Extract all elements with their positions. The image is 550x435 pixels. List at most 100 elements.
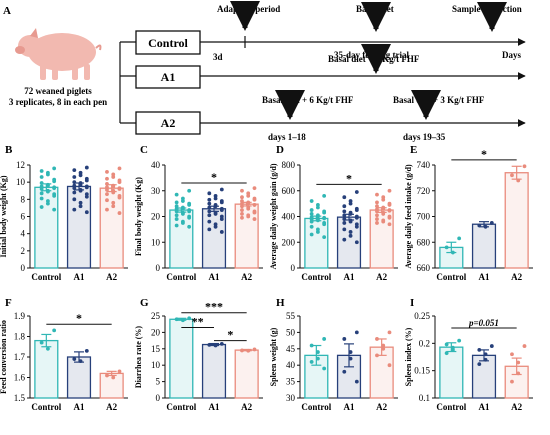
y-tick-label: 1.7 <box>14 352 26 362</box>
data-point-a2 <box>111 375 116 380</box>
data-point-a2 <box>105 192 109 197</box>
x-tick-label: A1 <box>344 402 355 412</box>
data-point-control <box>174 200 179 205</box>
data-point-control <box>315 218 320 223</box>
data-point-control <box>315 356 320 361</box>
data-point-a2 <box>375 217 379 221</box>
data-point-control <box>315 350 320 354</box>
y-tick-label: 680 <box>417 237 431 247</box>
data-point-a1 <box>207 205 212 210</box>
data-point-a2 <box>111 204 116 209</box>
sample-collection-label: Sample Collection <box>452 4 522 14</box>
panel-label-h: H <box>276 297 285 309</box>
data-point-control <box>39 169 44 173</box>
a2-diet2-label: Basal diet + 3 Kg/t FHF <box>393 95 485 105</box>
x-tick-label: A2 <box>511 272 522 282</box>
significance-label: * <box>211 170 217 184</box>
y-tick-label: 2 <box>21 246 26 256</box>
data-point-a2 <box>375 192 379 197</box>
data-point-a2 <box>375 221 379 225</box>
y-tick-label: 30 <box>286 393 296 403</box>
significance-label: * <box>346 171 352 185</box>
data-point-a1 <box>213 204 218 209</box>
y-axis-label: Spleen index (%) <box>404 327 413 386</box>
data-point-a2 <box>111 184 116 189</box>
y-tick-label: 600 <box>282 186 296 196</box>
significance-label: * <box>481 147 487 161</box>
data-point-a1 <box>342 204 347 209</box>
piglets-replicates: 3 replicates, 8 in each pen <box>9 97 107 107</box>
data-point-control <box>174 223 179 228</box>
data-point-a1 <box>72 175 77 179</box>
y-axis-label: Feed conversion ratio <box>0 320 8 394</box>
data-point-control <box>322 366 327 371</box>
y-tick-label: 720 <box>417 186 431 196</box>
data-point-a1 <box>348 233 353 238</box>
panel-label-f: F <box>5 297 12 309</box>
data-point-a1 <box>213 212 218 216</box>
data-point-a2 <box>240 204 244 209</box>
x-tick-label: A2 <box>376 272 387 282</box>
data-point-a2 <box>375 213 379 218</box>
y-tick-label: 1.8 <box>14 332 26 342</box>
data-point-a2 <box>117 187 122 191</box>
data-point-control <box>180 199 185 203</box>
y-tick-label: 1.6 <box>14 373 26 383</box>
data-point-a1 <box>72 190 77 195</box>
significance-label: *** <box>205 300 223 314</box>
data-point-a1 <box>219 230 224 234</box>
y-tick-label: 10 <box>151 237 161 247</box>
data-point-a2 <box>240 212 244 216</box>
data-point-a2 <box>516 371 521 376</box>
data-point-a1 <box>348 230 353 234</box>
significance-label: * <box>76 311 82 325</box>
data-point-a1 <box>342 217 347 221</box>
data-point-control <box>315 214 320 219</box>
y-tick-label: 660 <box>417 263 431 273</box>
adaption-period-label: Adaption period <box>217 4 280 14</box>
x-tick-label: A1 <box>209 272 220 282</box>
data-point-a1 <box>207 227 212 232</box>
data-point-a2 <box>252 197 257 202</box>
data-point-a1 <box>354 379 359 384</box>
data-point-a2 <box>111 175 116 179</box>
x-tick-label: Control <box>301 272 331 282</box>
data-point-a2 <box>375 200 379 205</box>
adaption-days-label: 3d <box>213 52 223 62</box>
data-point-a1 <box>78 200 83 205</box>
data-point-a2 <box>387 330 392 335</box>
x-tick-label: A1 <box>74 272 85 282</box>
panel-label-e: E <box>410 144 417 156</box>
data-point-a1 <box>348 356 353 361</box>
data-point-control <box>309 360 314 364</box>
data-point-control <box>52 207 57 212</box>
data-point-a2 <box>240 195 244 200</box>
data-point-a2 <box>105 187 109 192</box>
chart-panel-c: C 0 10 20 30 40 Final body weight (Kg) Control A… <box>134 144 263 282</box>
data-point-control <box>322 222 327 227</box>
data-point-a1 <box>342 227 347 232</box>
data-point-control <box>450 347 455 352</box>
bar-control <box>34 186 59 269</box>
bar-a2 <box>99 187 124 269</box>
a1-diet-label-visible: Basal diet + 4 Kg/t FHF <box>328 54 420 64</box>
data-point-a2 <box>105 169 109 174</box>
bar-a1 <box>66 356 92 399</box>
data-point-a2 <box>246 348 251 353</box>
chart-panel-e: E 660 680 700 720 740 Average daily feed intak… <box>404 144 533 282</box>
y-tick-label: 5 <box>156 377 161 387</box>
data-point-control <box>45 172 50 177</box>
data-point-control <box>52 328 57 333</box>
y-tick-label: 15 <box>151 344 161 354</box>
x-tick-label: A1 <box>479 402 490 412</box>
data-point-a1 <box>219 187 224 192</box>
data-point-a1 <box>354 240 359 245</box>
y-tick-label: 10 <box>151 360 161 370</box>
data-point-a1 <box>78 204 83 209</box>
data-point-a2 <box>516 178 521 183</box>
data-point-a2 <box>240 208 244 212</box>
data-point-a1 <box>354 215 359 220</box>
data-point-control <box>52 194 57 198</box>
data-point-control <box>39 340 44 345</box>
